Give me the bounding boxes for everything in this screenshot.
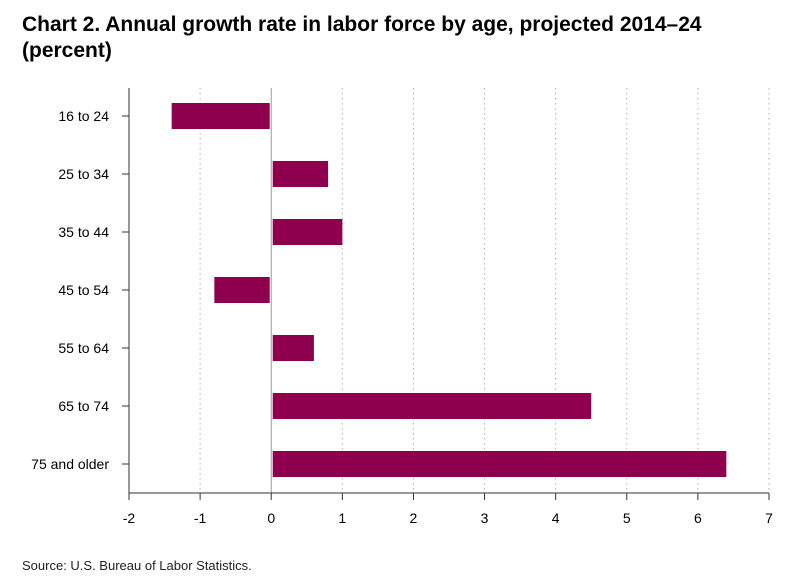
y-tick-label: 35 to 44 [58,224,109,240]
y-tick-label: 55 to 64 [58,340,109,356]
x-tick-label: 3 [481,510,489,526]
y-tick-label: 65 to 74 [58,398,109,414]
source-note: Source: U.S. Bureau of Labor Statistics. [22,558,252,573]
x-tick-label: 2 [410,510,418,526]
x-tick-label: 1 [338,510,346,526]
bar-35-to-44 [272,219,343,245]
bar-75-and-older [272,451,727,477]
y-tick-label: 75 and older [31,456,109,472]
x-tick-label: 0 [267,510,275,526]
x-tick-label: 6 [694,510,702,526]
y-tick-label: 16 to 24 [58,108,109,124]
bar-65-to-74 [272,393,592,419]
x-tick-label: 5 [623,510,631,526]
y-tick-label: 45 to 54 [58,282,109,298]
chart-title: Chart 2. Annual growth rate in labor for… [22,13,702,62]
x-tick-label: 7 [765,510,773,526]
gridlines [199,88,770,493]
axes [122,88,770,500]
x-tick-label: -2 [123,510,136,526]
bar-16-to-24 [171,103,270,129]
y-tick-label: 25 to 34 [58,166,109,182]
x-tick-label: 4 [552,510,560,526]
bar-45-to-54 [214,277,270,303]
bar-55-to-64 [272,335,314,361]
bars [171,103,727,477]
bar-25-to-34 [272,161,329,187]
x-tick-label: -1 [194,510,207,526]
tick-labels: 16 to 24 25 to 34 35 to 44 45 to 54 55 to 64… [31,108,773,526]
